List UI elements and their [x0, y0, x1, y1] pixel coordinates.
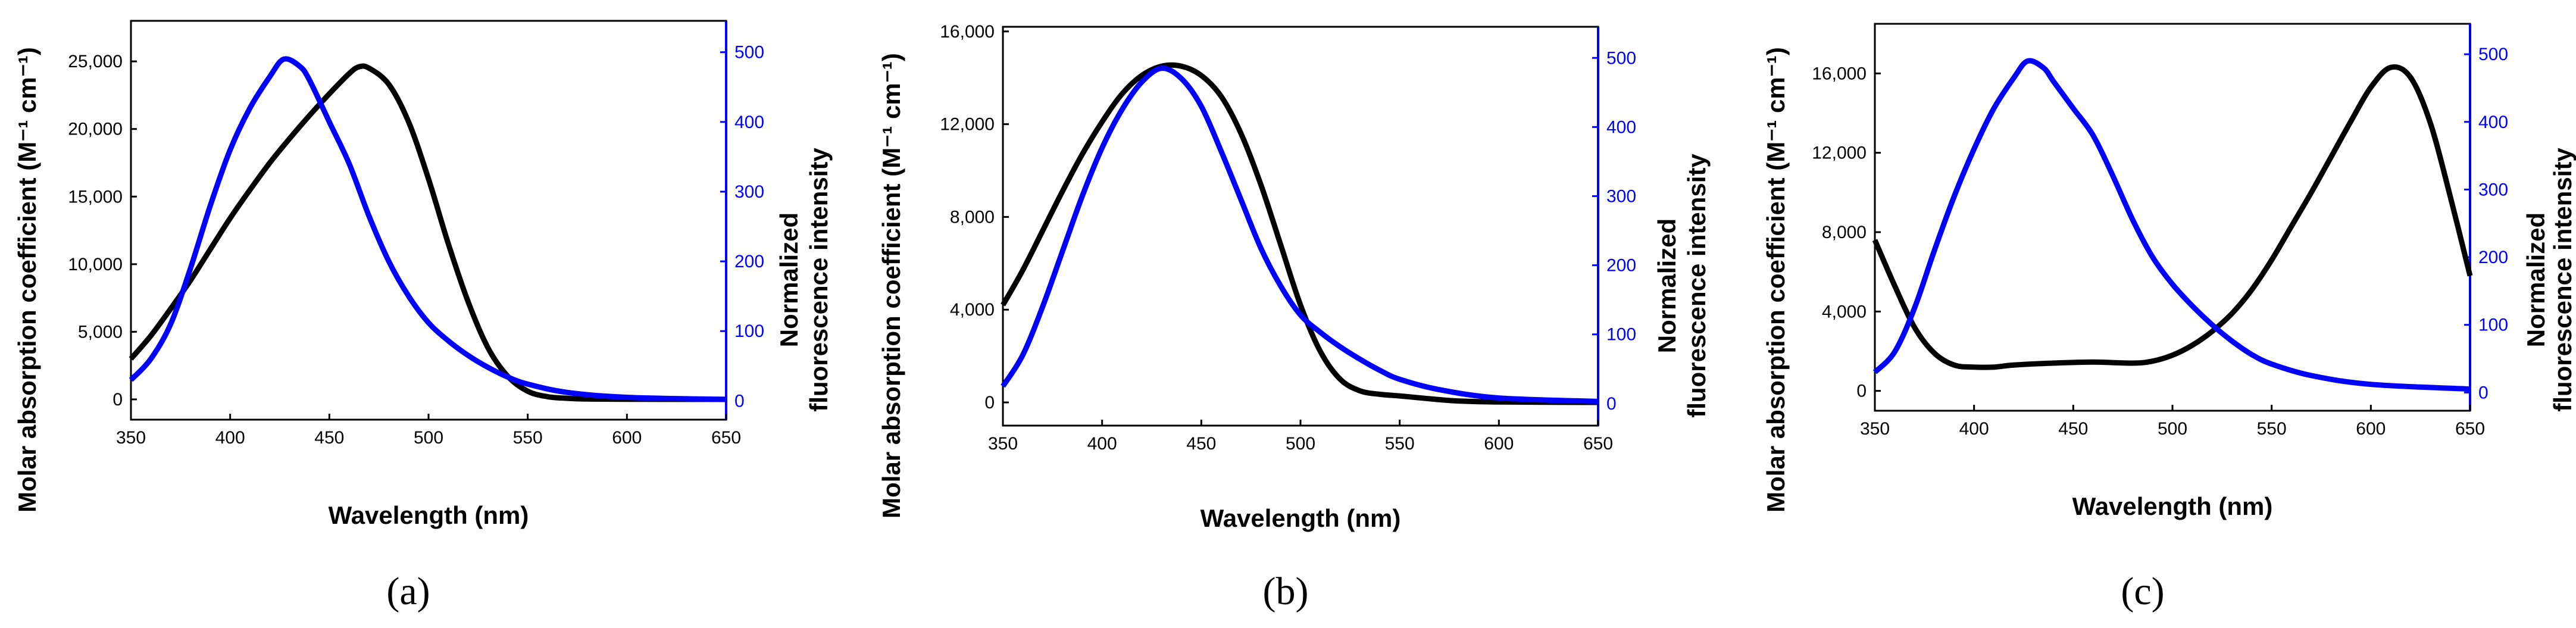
y-left-tick-label: 5,000: [78, 322, 123, 342]
y-right-tick-label: 100: [2478, 315, 2508, 335]
panel-label-b: (b): [1263, 570, 1309, 613]
y-right-tick-label: 400: [1606, 117, 1636, 137]
fluorescence-line-a: [129, 56, 727, 402]
y-right-tick-label: 300: [1606, 186, 1636, 206]
y-right-tick-label: 400: [734, 113, 764, 132]
x-tick-label: 450: [2058, 419, 2088, 439]
y-left-tick-label: 20,000: [68, 120, 123, 139]
y-right-tick-label: 500: [1606, 48, 1636, 68]
x-axis-label-a: Wavelength (nm): [329, 501, 529, 529]
y-right-tick-label: 300: [734, 182, 764, 202]
y-right-tick-label: 200: [2478, 248, 2508, 267]
absorption-line-b: [1001, 62, 1599, 405]
panel-label-a: (a): [386, 570, 430, 613]
y-right-tick-label: 0: [1606, 394, 1617, 414]
y-left-tick-label: 0: [112, 390, 123, 410]
y-left-tick-label: 15,000: [68, 187, 123, 207]
y-left-tick-label: 12,000: [940, 115, 995, 135]
x-ticks-a: 350 400 450 500 550 600 650: [116, 414, 741, 448]
y-right-tick-label: 200: [1606, 256, 1636, 276]
absorption-line-a: [129, 63, 727, 402]
x-tick-label: 600: [2356, 419, 2386, 439]
chart-panel-b: 350 400 450 500 550 600 650 0 4,000 8,000 12,000 1…: [877, 22, 1711, 613]
y-left-tick-label: 16,000: [1812, 64, 1867, 83]
y-left-axis-label-c: Molar absorption coefficient (M⁻¹ cm⁻¹): [1762, 47, 1790, 513]
y-left-tick-label: 4,000: [950, 300, 995, 320]
x-axis-label-c: Wavelength (nm): [2072, 492, 2273, 520]
y-right-tick-label: 0: [734, 391, 745, 411]
x-tick-label: 550: [2257, 419, 2287, 439]
x-tick-label: 650: [2455, 419, 2485, 439]
x-tick-label: 350: [988, 434, 1018, 454]
right-axis-line-b: [1597, 27, 1599, 426]
y-right-tick-label: 300: [2478, 180, 2508, 199]
x-tick-label: 550: [1385, 434, 1415, 454]
x-tick-label: 500: [414, 428, 443, 448]
x-tick-label: 600: [1484, 434, 1514, 454]
fluorescence-line-b: [1001, 65, 1599, 404]
y-right-axis-label-a-line1: Normalized: [775, 213, 803, 347]
y-right-axis-label-b-line2: fluorescence intensity: [1683, 154, 1711, 418]
y-left-tick-label: 0: [1856, 382, 1867, 401]
x-tick-label: 350: [1860, 419, 1890, 439]
x-tick-label: 650: [711, 428, 741, 448]
y-left-axis-label-a: Molar absorption coefficient (M⁻¹ cm⁻¹): [13, 47, 41, 513]
y-right-axis-label-b-line1: Normalized: [1653, 218, 1681, 353]
y-right-axis-label-c-line1: Normalized: [2522, 213, 2550, 347]
y-right-tick-label: 0: [2478, 383, 2489, 402]
y-left-tick-label: 16,000: [940, 22, 995, 42]
right-axis-line-c: [2469, 24, 2471, 411]
y-right-axis-label-c-line2: fluorescence intensity: [2549, 148, 2576, 412]
y-left-ticks-c: 0 4,000 8,000 12,000 16,000: [1812, 64, 1881, 401]
plot-frame-a: [130, 20, 727, 421]
x-axis-label-b: Wavelength (nm): [1201, 504, 1401, 532]
x-tick-label: 450: [1186, 434, 1216, 454]
y-right-tick-label: 500: [2478, 45, 2508, 64]
x-ticks-c: 350 400 450 500 550 600 650: [1860, 405, 2485, 439]
panel-label-c: (c): [2121, 570, 2164, 613]
y-left-tick-label: 25,000: [68, 52, 123, 71]
x-tick-label: 550: [513, 428, 543, 448]
right-axis-line-a: [725, 21, 727, 420]
x-tick-label: 450: [314, 428, 344, 448]
y-left-tick-label: 4,000: [1822, 302, 1867, 321]
y-right-tick-label: 100: [734, 321, 764, 341]
x-tick-label: 600: [612, 428, 642, 448]
y-right-axis-label-a-line2: fluorescence intensity: [805, 148, 833, 412]
x-tick-label: 500: [2158, 419, 2187, 439]
y-right-ticks-a: 0 100 200 300 400 500: [720, 43, 764, 411]
y-left-tick-label: 0: [984, 393, 995, 413]
chart-panel-c: 350 400 450 500 550 600 650 0 4,000 8,000 12,000 1…: [1762, 23, 2576, 613]
y-left-tick-label: 8,000: [950, 207, 995, 227]
x-tick-label: 350: [116, 428, 146, 448]
y-right-tick-label: 400: [2478, 113, 2508, 132]
y-right-ticks-b: 0 100 200 300 400 500: [1592, 48, 1636, 414]
absorption-line-c: [1872, 64, 2473, 370]
y-left-axis-label-b: Molar absorption coefficient (M⁻¹ cm⁻¹): [877, 53, 905, 518]
y-left-ticks-b: 0 4,000 8,000 12,000 16,000: [940, 22, 1009, 413]
fluorescence-line-c: [1872, 58, 2471, 392]
y-right-tick-label: 500: [734, 43, 764, 63]
y-left-tick-label: 12,000: [1812, 143, 1867, 163]
y-left-tick-label: 10,000: [68, 255, 123, 274]
x-tick-label: 400: [1959, 419, 1989, 439]
x-tick-label: 500: [1286, 434, 1315, 454]
x-tick-label: 650: [1583, 434, 1613, 454]
x-ticks-b: 350 400 450 500 550 600 650: [988, 420, 1613, 454]
y-right-ticks-c: 0 100 200 300 400 500: [2464, 45, 2508, 402]
x-tick-label: 400: [1087, 434, 1117, 454]
y-right-tick-label: 200: [734, 252, 764, 271]
x-tick-label: 400: [215, 428, 245, 448]
y-left-ticks-a: 0 5,000 10,000 15,000 20,000 25,000: [68, 52, 137, 410]
y-right-tick-label: 100: [1606, 325, 1636, 345]
chart-panel-a: 350 400 450 500 550 600 650 0 5,000 10,000 15,000…: [13, 20, 833, 613]
y-left-tick-label: 8,000: [1822, 223, 1867, 242]
plot-frame-b: [1002, 26, 1599, 427]
